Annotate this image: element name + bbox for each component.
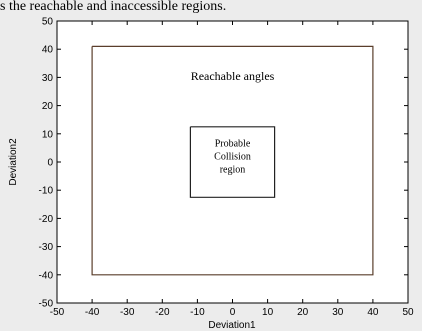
series-line-1 bbox=[91, 45, 374, 276]
y-tick-label: 10 bbox=[42, 129, 54, 140]
x-tick-label: 50 bbox=[402, 307, 414, 318]
y-tick-label: -30 bbox=[39, 242, 54, 253]
y-tick-label: 50 bbox=[42, 17, 54, 28]
annotation-collision-region-line: Probable bbox=[215, 138, 251, 149]
y-tick-label: 0 bbox=[47, 158, 53, 169]
x-axis-label: Deviation1 bbox=[208, 320, 256, 331]
caption-fragment: s the reachable and inaccessible regions… bbox=[0, 0, 227, 14]
x-tick-label: -30 bbox=[120, 307, 135, 318]
y-tick-label: 30 bbox=[42, 73, 54, 84]
x-tick-label: 10 bbox=[262, 307, 274, 318]
annotations: Reachable angles Probable Collision region bbox=[191, 69, 275, 175]
x-tick-label: -10 bbox=[190, 307, 205, 318]
annotation-collision-region-line: Collision bbox=[214, 151, 251, 162]
x-tick-label: 30 bbox=[332, 307, 344, 318]
x-tick-label: 20 bbox=[297, 307, 309, 318]
annotation-collision-region-line: region bbox=[220, 164, 246, 175]
x-tick-label: 40 bbox=[367, 307, 379, 318]
y-tick-label: 20 bbox=[42, 101, 54, 112]
y-tick-label: 40 bbox=[42, 45, 54, 56]
x-tick-label: -20 bbox=[155, 307, 170, 318]
series-line-2 bbox=[189, 126, 276, 198]
x-tick-label: 0 bbox=[230, 307, 236, 318]
y-tick-label: -40 bbox=[39, 270, 54, 281]
series bbox=[91, 45, 374, 276]
y-tick-label: -20 bbox=[39, 214, 54, 225]
y-tick-label: -50 bbox=[39, 299, 54, 310]
annotation-reachable-angles: Reachable angles bbox=[191, 69, 275, 83]
x-tick-label: -50 bbox=[50, 307, 65, 318]
x-tick-label: -40 bbox=[85, 307, 100, 318]
ticks: -50 -40 -30 -20 -10 0 10 20 30 40 50 -50 -40 -30 -20 -1… bbox=[39, 17, 414, 319]
y-axis-label: Deviation2 bbox=[8, 138, 19, 186]
y-tick-label: -10 bbox=[39, 186, 54, 197]
